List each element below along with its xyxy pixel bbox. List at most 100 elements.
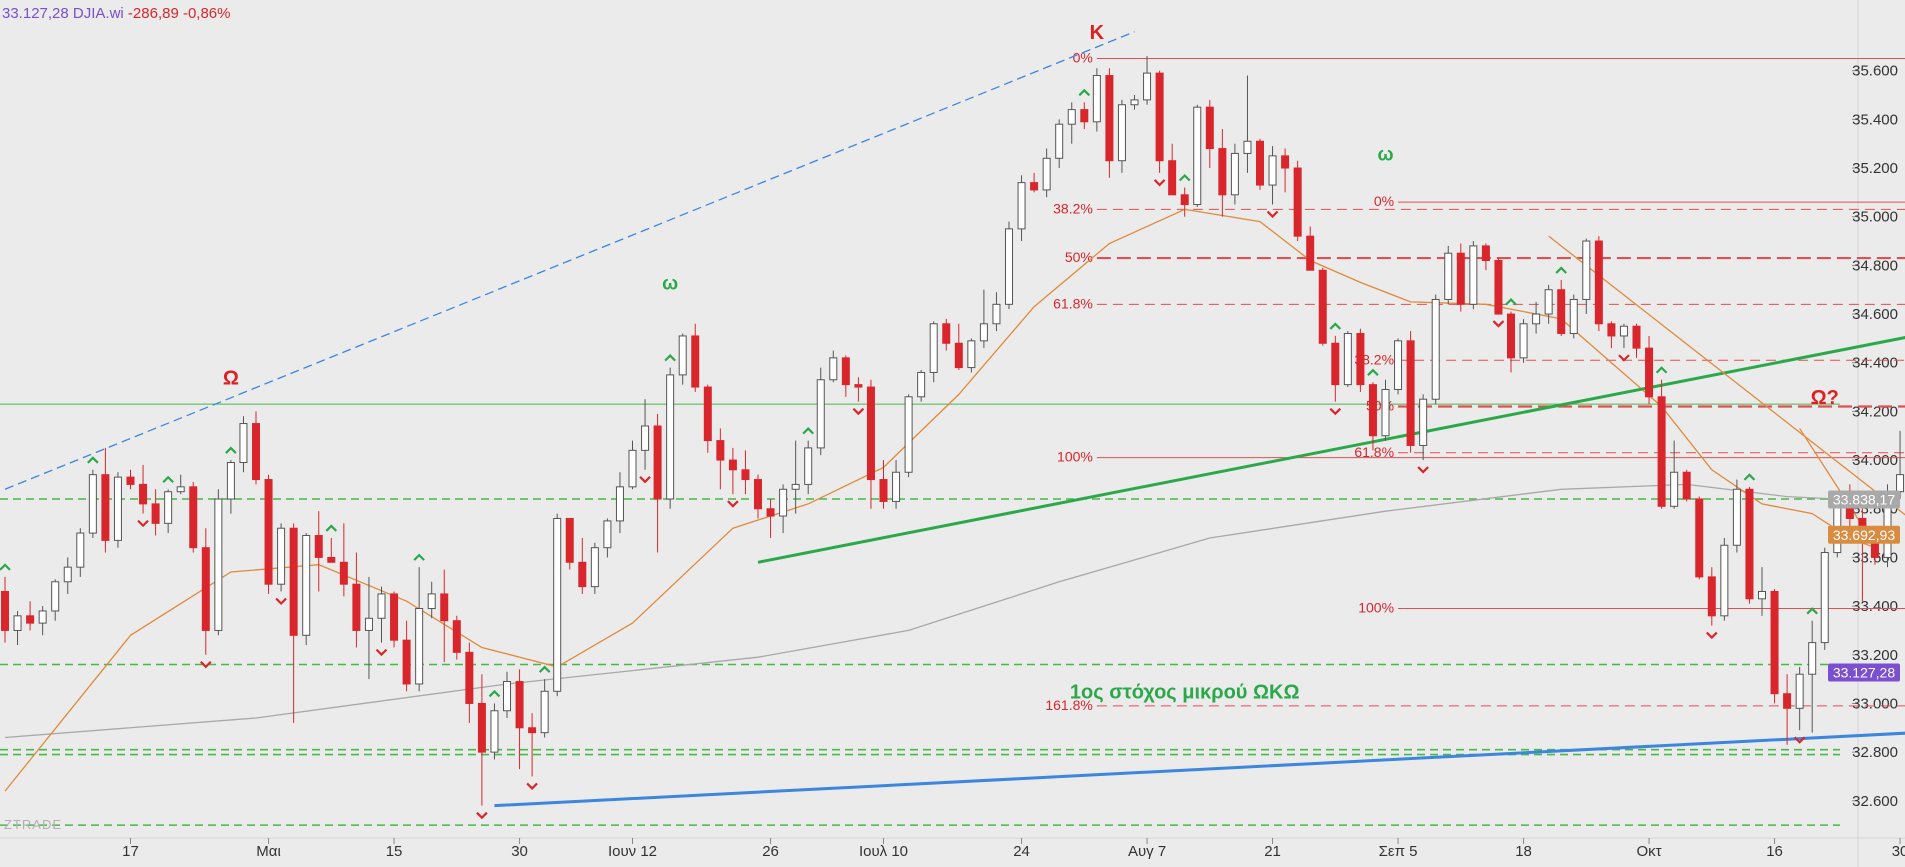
- y-tick-label: 33.400: [1852, 598, 1898, 615]
- candle-body: [1732, 488, 1741, 546]
- x-tick-label: Μαι: [256, 843, 281, 860]
- candle-body: [615, 486, 624, 522]
- y-tick-label: 34.800: [1852, 257, 1898, 274]
- fib-label-fib-primary: 61.8%: [1053, 295, 1093, 311]
- candle-body: [1758, 590, 1766, 600]
- candle-body: [13, 615, 22, 631]
- candle-body: [515, 681, 524, 729]
- candle-body: [1670, 471, 1679, 507]
- pivot-low-marker: [200, 660, 212, 669]
- candle-body: [226, 462, 235, 500]
- candle-body: [1331, 342, 1340, 386]
- candle-body: [1657, 396, 1666, 507]
- candle-body: [1456, 252, 1465, 305]
- candle-body: [302, 535, 311, 636]
- candle-body: [1256, 140, 1264, 186]
- candle-body: [1783, 693, 1792, 709]
- candle-body: [76, 532, 85, 568]
- price-badge: [1828, 525, 1900, 544]
- wave-label: Ω?: [1811, 387, 1839, 409]
- header-symbol: DJIA.wi: [72, 5, 124, 22]
- candle-body: [51, 581, 60, 612]
- candle-body: [239, 423, 248, 464]
- candle-body: [540, 690, 549, 734]
- candle-body: [1080, 109, 1089, 123]
- candle-body: [1042, 157, 1051, 191]
- pivot-low-marker: [1266, 210, 1279, 219]
- y-tick-label: 32.600: [1852, 793, 1898, 810]
- fib-label-fib-secondary: 0%: [1374, 193, 1394, 209]
- fib-label-fib-primary: 38.2%: [1053, 200, 1093, 216]
- chart-header: 33.127,28 DJIA.wi -286,89 -0,86%: [2, 5, 231, 22]
- candle-body: [590, 547, 599, 588]
- candle-body: [201, 547, 210, 631]
- candle-body: [628, 449, 637, 488]
- candle-body: [1017, 182, 1026, 230]
- pivot-high-marker: [225, 446, 237, 454]
- candle-body: [1055, 123, 1064, 159]
- x-tick-label: 18: [1515, 843, 1532, 860]
- candle-body: [364, 617, 373, 631]
- candle-body: [1582, 240, 1591, 300]
- price-badge: [1828, 490, 1900, 509]
- candle-body: [1406, 340, 1415, 446]
- candle-body: [452, 620, 461, 653]
- candle-body: [779, 488, 788, 517]
- candle-body: [1632, 325, 1641, 349]
- candle-body: [528, 727, 537, 734]
- wave-label: Κ: [1090, 22, 1105, 44]
- candle-body: [1695, 498, 1704, 578]
- pivot-high-marker: [1178, 173, 1191, 182]
- pivot-high-marker: [413, 553, 425, 561]
- pivot-high-marker: [1743, 473, 1756, 481]
- candle-body: [1419, 398, 1428, 446]
- candle-body: [716, 440, 725, 461]
- candle-body: [1682, 471, 1691, 500]
- pivot-high-marker: [1367, 368, 1379, 376]
- candle-body: [314, 535, 323, 558]
- pivot-low-marker: [1793, 736, 1806, 744]
- candle-body: [1306, 235, 1315, 271]
- pivot-low-marker: [727, 500, 739, 508]
- candle-body: [1268, 155, 1277, 186]
- candle-body: [113, 476, 122, 541]
- candle-body: [101, 474, 110, 541]
- trend-line-blue-base: [494, 731, 1905, 808]
- x-tick-label: 30: [511, 843, 528, 860]
- x-tick-label: 21: [1264, 843, 1281, 860]
- candle-body: [578, 561, 587, 588]
- ma-short-line: [4, 208, 1876, 792]
- y-tick-label: 35.200: [1852, 160, 1898, 177]
- candle-body: [1293, 167, 1302, 237]
- pivot-low-marker: [476, 811, 488, 820]
- candle-body: [1720, 544, 1729, 617]
- candle-body: [1444, 252, 1453, 300]
- y-tick-label: 35.400: [1852, 111, 1898, 128]
- candle-body: [603, 520, 612, 549]
- x-tick-label: Ιουλ 10: [859, 843, 908, 860]
- candle-body: [1205, 106, 1214, 150]
- candle-body: [1281, 155, 1290, 169]
- y-tick-label: 34.400: [1852, 355, 1898, 372]
- candle-body: [151, 503, 160, 524]
- candle-body: [1105, 75, 1114, 162]
- candle-body: [1143, 72, 1152, 101]
- x-tick-label: Οκτ: [1637, 843, 1662, 860]
- pivot-low-marker: [275, 597, 287, 606]
- candle-body: [390, 593, 399, 641]
- candle-body: [992, 303, 1001, 325]
- candle-body: [1795, 673, 1804, 709]
- candle-body: [1381, 388, 1390, 437]
- pivot-low-marker: [1153, 179, 1166, 187]
- pivot-high-marker: [1655, 366, 1668, 374]
- fib-label-fib-secondary: 100%: [1358, 600, 1394, 616]
- candle-body: [503, 681, 511, 712]
- candle-body: [741, 469, 750, 481]
- candle-body: [415, 608, 424, 685]
- pivot-low-marker: [1492, 320, 1505, 328]
- candle-body: [1193, 106, 1202, 206]
- pivot-low-marker: [375, 648, 388, 657]
- candle-body: [1594, 240, 1603, 325]
